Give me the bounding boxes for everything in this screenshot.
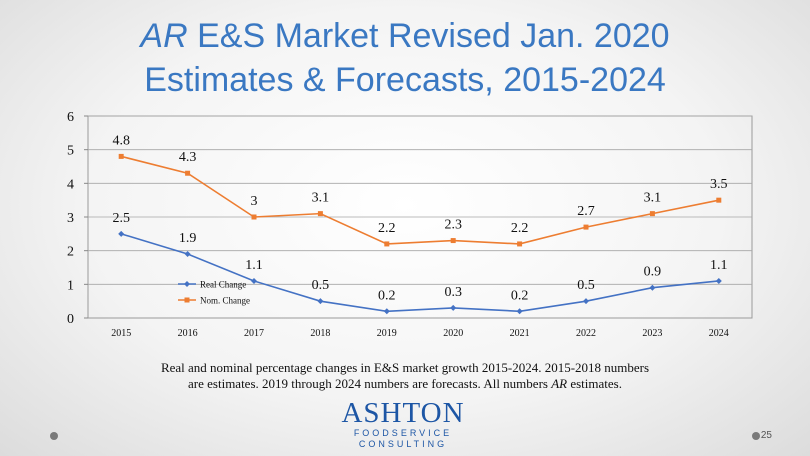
legend-marker	[184, 297, 190, 303]
data-point-real-change	[583, 298, 589, 305]
line-chart: 0 1 2 3 4 5 6 2015 2016 2017 2018 2019 2020 2021 2022 2…	[67, 110, 753, 339]
data-label: 0.5	[577, 278, 595, 293]
caption-line-1: Real and nominal percentage changes in E…	[160, 360, 650, 375]
data-point-real-change	[251, 277, 257, 284]
x-tick-label: 2022	[576, 328, 596, 339]
x-tick-label: 2015	[111, 328, 131, 339]
title-emphasis: AR	[140, 17, 188, 55]
ashton-logo: ASHTON FOODSERVICE CONSULTING	[338, 398, 468, 454]
data-label: 3.1	[312, 191, 330, 206]
data-point-nom-change	[384, 241, 390, 247]
title-line-1: AR E&S Market Revised Jan. 2020	[0, 14, 810, 58]
title-line-2: Estimates & Forecasts, 2015-2024	[144, 61, 666, 99]
data-label: 3.1	[644, 191, 662, 206]
page-number: 25	[760, 430, 772, 441]
data-point-nom-change	[251, 214, 257, 220]
x-tick-label: 2021	[510, 328, 530, 339]
data-point-real-change	[649, 284, 656, 291]
nav-dot-right	[752, 432, 760, 440]
data-label: 0.3	[444, 285, 462, 300]
caption-emphasis: AR	[551, 376, 568, 391]
data-label: 4.8	[112, 133, 130, 148]
data-point-nom-change	[583, 224, 589, 230]
caption-line-2-text: are estimates. 2019 through 2024 numbers…	[188, 376, 552, 391]
y-tick-label: 1	[67, 278, 74, 293]
y-tick-label: 4	[67, 177, 74, 192]
data-point-nom-change	[118, 153, 124, 159]
x-tick-label: 2017	[244, 328, 264, 339]
data-label: 2.2	[511, 221, 529, 236]
data-point-nom-change	[317, 211, 323, 217]
data-label: 3	[251, 194, 258, 209]
y-tick-label: 6	[67, 110, 74, 125]
data-label: 1.1	[710, 258, 728, 273]
series-line-real-change	[120, 233, 719, 313]
logo-sub-text-2: CONSULTING	[358, 439, 448, 449]
data-point-real-change	[516, 308, 523, 315]
data-label: 2.5	[112, 211, 130, 226]
data-point-nom-change	[649, 211, 655, 217]
data-label: 1.1	[245, 258, 263, 273]
data-point-real-change	[184, 251, 191, 258]
title-line-1-text: E&S Market Revised Jan. 2020	[187, 17, 670, 55]
legend-label: Nom. Change	[200, 296, 250, 306]
data-point-nom-change	[517, 241, 523, 247]
data-label: 0.2	[378, 288, 396, 303]
data-label: 0.2	[511, 288, 529, 303]
nav-dot-left	[50, 432, 58, 440]
y-tick-label: 2	[67, 245, 74, 260]
logo-sub-text-1: FOODSERVICE	[353, 428, 453, 438]
x-tick-label: 2019	[377, 328, 397, 339]
legend-label: Real Change	[200, 280, 246, 290]
data-label: 2.7	[577, 204, 595, 219]
data-point-nom-change	[185, 170, 191, 176]
data-point-real-change	[317, 298, 324, 305]
data-point-nom-change	[716, 197, 722, 203]
series-line-nom-change	[121, 155, 719, 245]
data-point-real-change	[450, 304, 457, 311]
slide-title: AR E&S Market Revised Jan. 2020 Estimate…	[0, 14, 810, 102]
x-tick-label: 2020	[443, 328, 463, 339]
data-point-nom-change	[450, 238, 456, 244]
logo-main-text: ASHTON	[341, 397, 465, 429]
data-label: 0.5	[312, 278, 330, 293]
data-point-real-change	[118, 230, 125, 237]
legend-marker	[184, 281, 190, 287]
data-point-real-change	[715, 277, 722, 284]
data-label: 2.3	[444, 218, 462, 233]
y-tick-label: 3	[67, 211, 74, 226]
data-label: 2.2	[378, 221, 396, 236]
x-tick-label: 2018	[310, 328, 330, 339]
chart-caption: Real and nominal percentage changes in E…	[100, 360, 710, 392]
data-label: 3.5	[710, 177, 728, 192]
x-tick-label: 2016	[178, 328, 198, 339]
caption-line-2-end: estimates.	[567, 376, 622, 391]
y-tick-label: 0	[67, 312, 74, 327]
caption-line-2: are estimates. 2019 through 2024 numbers…	[100, 376, 710, 392]
x-tick-label: 2024	[709, 328, 729, 339]
y-tick-label: 5	[67, 144, 74, 159]
data-point-real-change	[383, 308, 390, 315]
data-label: 1.9	[179, 231, 197, 246]
x-tick-label: 2023	[642, 328, 662, 339]
data-label: 4.3	[179, 150, 197, 165]
data-label: 0.9	[644, 265, 662, 280]
